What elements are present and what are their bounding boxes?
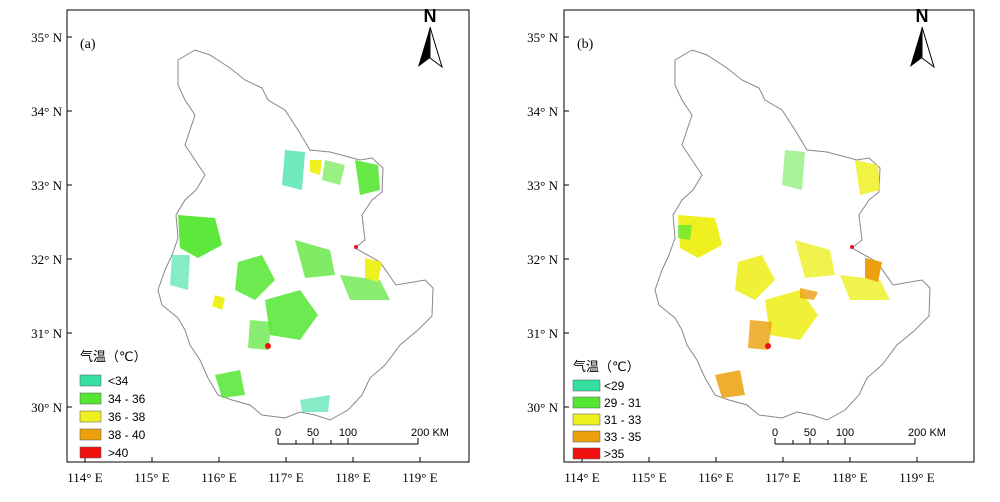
lat-label-34: 34° N bbox=[527, 104, 558, 119]
lon-label-118: 118° E bbox=[832, 470, 867, 485]
legend-swatch bbox=[79, 374, 102, 387]
lon-label-115: 115° E bbox=[631, 470, 666, 485]
scale-tick-label: 100 bbox=[339, 427, 357, 439]
north-arrow-letter: N bbox=[424, 6, 437, 26]
lat-label-30: 30° N bbox=[527, 400, 558, 415]
legend-label: >35 bbox=[604, 447, 625, 461]
legend-swatch bbox=[572, 379, 601, 392]
legend-label: 36 - 38 bbox=[108, 410, 146, 424]
legend-swatch bbox=[572, 396, 601, 409]
latitude-axis: 35° N 34° N 33° N 32° N 31° N 30° N bbox=[527, 30, 569, 415]
lon-label-115: 115° E bbox=[134, 470, 169, 485]
lon-label-119: 119° E bbox=[899, 470, 934, 485]
legend: 气温（℃） <29 29 - 31 31 - 33 33 - 35 >35 bbox=[572, 359, 642, 461]
lon-label-117: 117° E bbox=[268, 470, 303, 485]
lat-label-32: 32° N bbox=[527, 252, 558, 267]
legend-label: 34 - 36 bbox=[108, 392, 146, 406]
lon-label-114: 114° E bbox=[67, 470, 102, 485]
legend-label: <34 bbox=[108, 374, 129, 388]
map-panel-b: 35° N 34° N 33° N 32° N 31° N 30° N 114°… bbox=[500, 0, 1000, 502]
lat-label-33: 33° N bbox=[527, 178, 558, 193]
legend-label: >40 bbox=[108, 446, 129, 460]
scale-tick-label: 200 KM bbox=[411, 427, 449, 439]
panel-tag: (b) bbox=[577, 37, 594, 52]
legend-label: 33 - 35 bbox=[604, 430, 642, 444]
scale-tick-label: 100 bbox=[836, 427, 854, 439]
scale-tick-label: 200 KM bbox=[908, 427, 946, 439]
map-panel-a-svg: 35° N 34° N 33° N 32° N 31° N 30° N 114°… bbox=[31, 6, 470, 485]
lon-label-116: 116° E bbox=[201, 470, 236, 485]
province-outline bbox=[157, 49, 434, 421]
scale-bar: 0 50 100 200 KM bbox=[772, 427, 946, 445]
latitude-axis: 35° N 34° N 33° N 32° N 31° N 30° N bbox=[31, 30, 72, 415]
scale-tick-label: 50 bbox=[307, 427, 319, 439]
lat-label-35: 35° N bbox=[31, 30, 62, 45]
scale-bar: 0 50 100 200 KM bbox=[275, 427, 449, 445]
lon-label-114: 114° E bbox=[564, 470, 599, 485]
legend-swatch bbox=[572, 413, 601, 426]
lon-label-118: 118° E bbox=[335, 470, 370, 485]
province-outline bbox=[654, 49, 931, 421]
legend-title: 气温（℃） bbox=[80, 349, 147, 365]
legend-swatch bbox=[79, 428, 102, 441]
lon-label-117: 117° E bbox=[765, 470, 800, 485]
lon-label-116: 116° E bbox=[698, 470, 733, 485]
lat-label-30: 30° N bbox=[31, 400, 62, 415]
legend-swatch bbox=[79, 392, 102, 405]
lat-label-33: 33° N bbox=[31, 178, 62, 193]
longitude-axis: 114° E 115° E 116° E 117° E 118° E 119° … bbox=[564, 457, 935, 485]
lat-label-35: 35° N bbox=[527, 30, 558, 45]
legend: 气温（℃） <34 34 - 36 36 - 38 38 - 40 >40 bbox=[79, 349, 147, 460]
scale-tick-label: 50 bbox=[804, 427, 816, 439]
longitude-axis: 114° E 115° E 116° E 117° E 118° E 119° … bbox=[67, 457, 438, 485]
legend-swatch bbox=[572, 447, 601, 460]
legend-label: <29 bbox=[604, 379, 625, 393]
legend-label: 38 - 40 bbox=[108, 428, 146, 442]
north-arrow-icon: N bbox=[418, 6, 443, 69]
legend-label: 31 - 33 bbox=[604, 413, 642, 427]
map-panel-a: 35° N 34° N 33° N 32° N 31° N 30° N 114°… bbox=[31, 6, 470, 485]
north-arrow-icon: N bbox=[910, 6, 935, 69]
lat-label-32: 32° N bbox=[31, 252, 62, 267]
map-panel-b-svg: 35° N 34° N 33° N 32° N 31° N 30° N 114°… bbox=[527, 6, 975, 485]
legend-swatch bbox=[572, 430, 601, 443]
legend-title: 气温（℃） bbox=[573, 359, 640, 375]
province-map bbox=[654, 49, 931, 421]
north-arrow-letter: N bbox=[916, 6, 929, 26]
scale-tick-label: 0 bbox=[275, 427, 281, 439]
legend-label: 29 - 31 bbox=[604, 396, 642, 410]
panel-tag: (a) bbox=[80, 37, 96, 52]
lat-label-34: 34° N bbox=[31, 104, 62, 119]
legend-swatch bbox=[79, 410, 102, 423]
lat-label-31: 31° N bbox=[31, 326, 62, 341]
legend-swatch bbox=[79, 446, 102, 459]
province-map bbox=[157, 49, 434, 421]
lon-label-119: 119° E bbox=[402, 470, 437, 485]
scale-tick-label: 0 bbox=[772, 427, 778, 439]
lat-label-31: 31° N bbox=[527, 326, 558, 341]
